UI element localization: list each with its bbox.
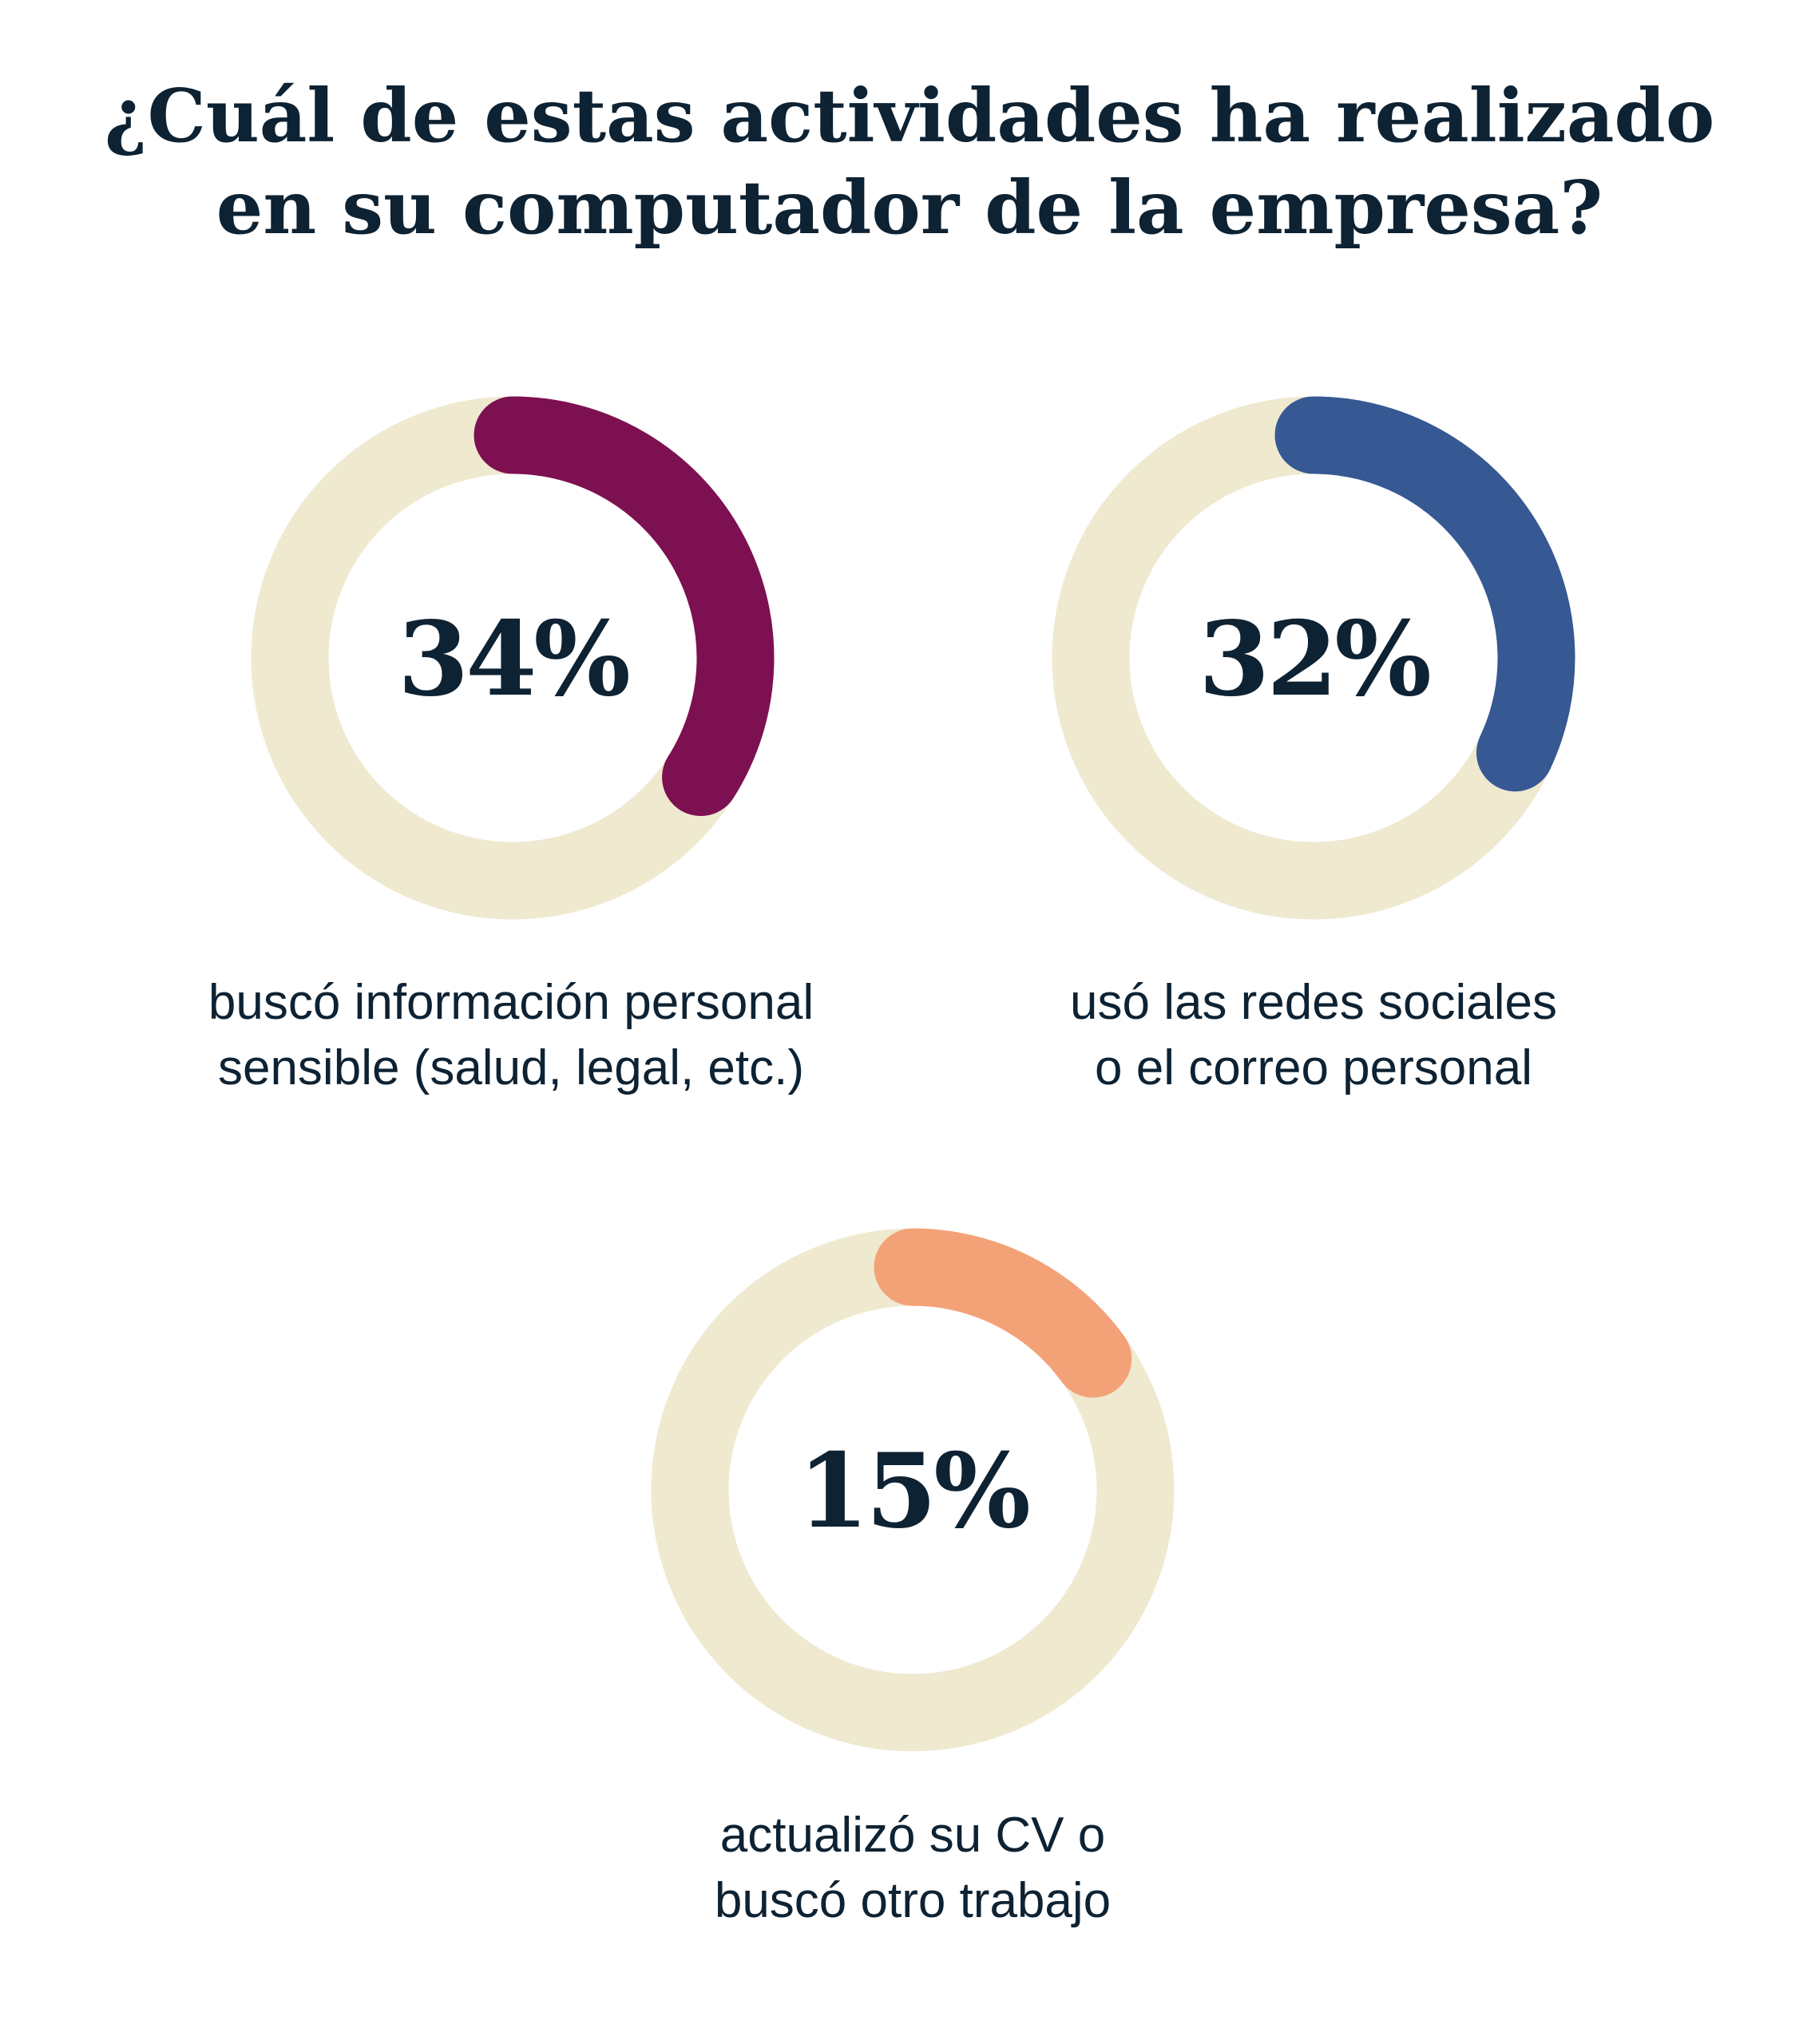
donut-label-2: usó las redes sociales o el correo perso… <box>914 970 1713 1101</box>
label-line: usó las redes sociales <box>1070 975 1557 1030</box>
label-line: buscó otro trabajo <box>714 1873 1112 1928</box>
title-line-1: ¿Cuál de estas actividades ha realizado <box>104 73 1715 159</box>
chart-title: ¿Cuál de estas actividades ha realizado … <box>0 70 1819 254</box>
donut-label-3: actualizó su CV o buscó otro trabajo <box>513 1803 1312 1934</box>
donut-value-arc <box>874 1228 1132 1398</box>
label-line: o el correo personal <box>1095 1040 1532 1095</box>
donut-label-1: buscó información personal sensible (sal… <box>112 970 910 1101</box>
donut-value-label: 15% <box>798 1432 1028 1551</box>
label-line: buscó información personal <box>208 975 814 1030</box>
label-line: actualizó su CV o <box>719 1808 1106 1863</box>
donut-value-arc <box>474 396 775 816</box>
donut-value-arc <box>1274 396 1575 792</box>
label-line: sensible (salud, legal, etc.) <box>217 1040 805 1095</box>
donut-value-label: 32% <box>1199 600 1429 719</box>
title-line-2: en su computador de la empresa? <box>216 164 1603 251</box>
donut-value-label: 34% <box>398 600 628 719</box>
